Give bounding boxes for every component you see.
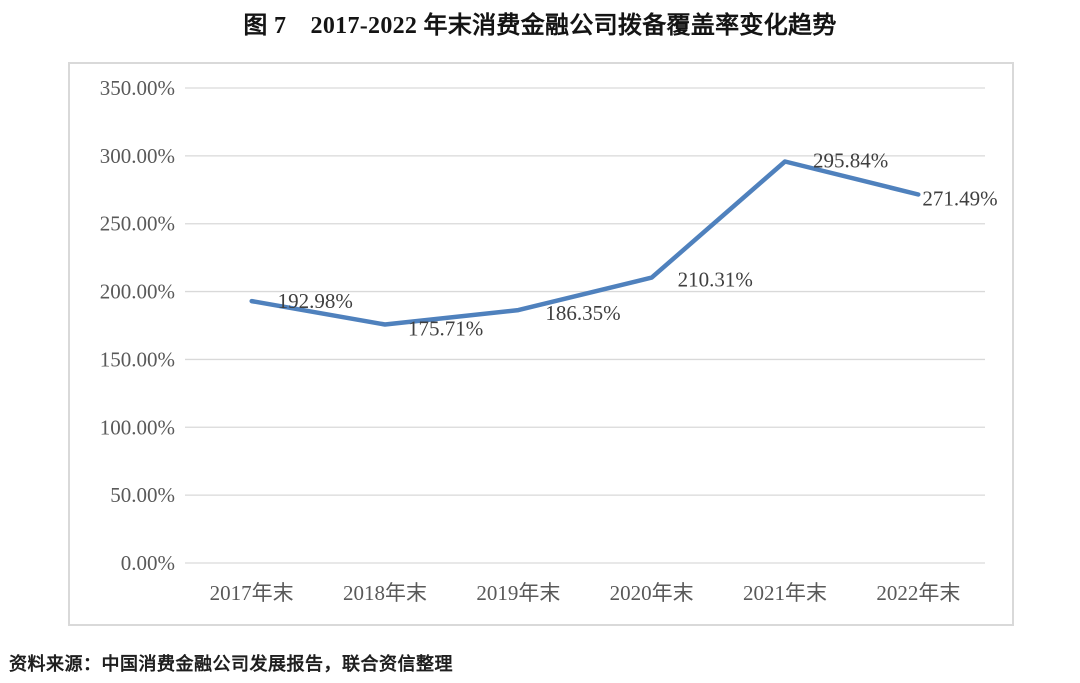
chart-area: 350.00% 300.00% 250.00% 200.00% 150.00% 100.0…: [68, 62, 1014, 627]
x-axis-tick-label: 2019年末: [476, 581, 560, 605]
y-axis-tick-label: 350.00%: [100, 76, 175, 100]
data-label: 295.84%: [813, 149, 888, 173]
y-axis-tick-label: 250.00%: [100, 212, 175, 236]
y-axis-tick-label: 200.00%: [100, 280, 175, 304]
provision-coverage-line-chart: 350.00% 300.00% 250.00% 200.00% 150.00% 100.0…: [68, 62, 1014, 626]
y-axis-tick-label: 50.00%: [110, 483, 175, 507]
x-axis-tick-label: 2021年末: [743, 581, 827, 605]
y-axis-tick-label: 300.00%: [100, 144, 175, 168]
data-label: 271.49%: [922, 187, 997, 211]
x-axis-tick-label: 2022年末: [876, 581, 960, 605]
x-axis-tick-label: 2017年末: [210, 581, 294, 605]
chart-title: 图 7 2017-2022 年末消费金融公司拨备覆盖率变化趋势: [243, 13, 837, 39]
data-label: 186.35%: [545, 301, 620, 325]
y-axis-tick-label: 150.00%: [100, 347, 175, 371]
y-axis-tick-label: 100.00%: [100, 415, 175, 439]
source-note: 资料来源：中国消费金融公司发展报告，联合资信整理: [9, 654, 453, 674]
chart-frame-border: [68, 62, 1014, 626]
y-axis-tick-label: 0.00%: [121, 551, 175, 575]
x-axis-tick-label: 2018年末: [343, 581, 427, 605]
trend-line: [249, 159, 921, 327]
data-label: 175.71%: [408, 317, 483, 341]
data-label: 192.98%: [278, 289, 353, 313]
x-axis-tick-label: 2020年末: [610, 581, 694, 605]
data-label: 210.31%: [678, 268, 753, 292]
